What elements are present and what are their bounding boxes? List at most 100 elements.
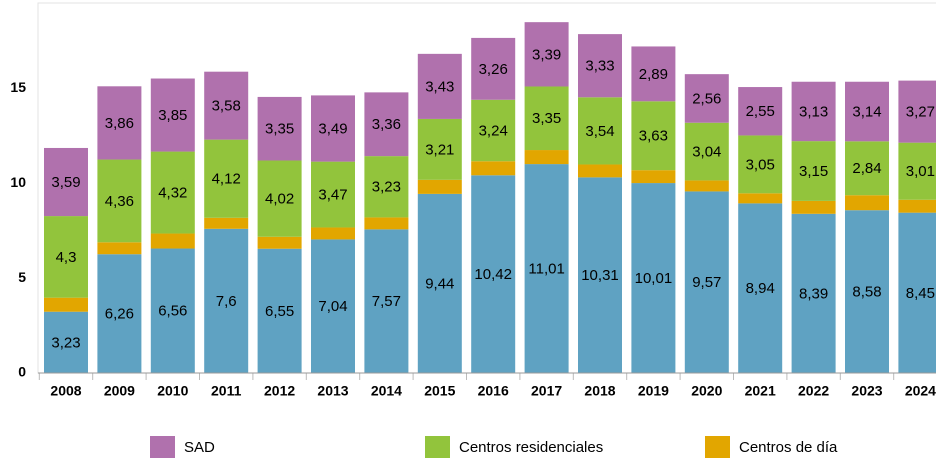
bar-segment bbox=[471, 99, 516, 162]
bar-segment bbox=[791, 81, 836, 142]
legend-label: SAD bbox=[184, 439, 215, 456]
bar-segment bbox=[471, 161, 516, 176]
data-label: 3,21 bbox=[425, 141, 454, 158]
data-label: 3,85 bbox=[158, 107, 187, 124]
x-tick-label: 2018 bbox=[584, 383, 615, 399]
bar-segment bbox=[204, 139, 249, 218]
bar-segment bbox=[311, 227, 355, 240]
bar-segment bbox=[631, 170, 676, 184]
x-tick-label: 2013 bbox=[317, 383, 348, 399]
data-label: 3,15 bbox=[799, 163, 828, 180]
bar-segment bbox=[791, 141, 836, 201]
data-label: 3,35 bbox=[532, 110, 561, 127]
data-label: 9,57 bbox=[692, 274, 721, 291]
bar-segment bbox=[845, 195, 889, 211]
data-label: 8,39 bbox=[799, 285, 828, 302]
x-tick-label: 2014 bbox=[371, 383, 402, 399]
data-label: 10,01 bbox=[635, 270, 673, 287]
bar-segment bbox=[364, 217, 409, 230]
data-label: 6,56 bbox=[158, 303, 187, 320]
data-label: 3,86 bbox=[105, 115, 134, 132]
bar-segment bbox=[97, 159, 142, 243]
bar-segment bbox=[364, 156, 409, 218]
x-tick-label: 2010 bbox=[157, 383, 188, 399]
data-label: 3,13 bbox=[799, 103, 828, 120]
bar-segment bbox=[845, 141, 889, 196]
data-label: 7,57 bbox=[372, 293, 401, 310]
x-tick-label: 2022 bbox=[798, 383, 829, 399]
x-tick-label: 2017 bbox=[531, 383, 562, 399]
data-label: 3,35 bbox=[265, 121, 294, 138]
data-label: 3,39 bbox=[532, 46, 561, 63]
data-label: 4,36 bbox=[105, 193, 134, 210]
bar-segment bbox=[791, 213, 836, 373]
bar-segment bbox=[898, 142, 936, 200]
data-label: 2,89 bbox=[639, 66, 668, 83]
bar-segment bbox=[738, 135, 783, 194]
data-label: 2,84 bbox=[852, 160, 881, 177]
x-tick-label: 2015 bbox=[424, 383, 455, 399]
data-label: 6,55 bbox=[265, 303, 294, 320]
legend-swatch bbox=[425, 436, 450, 458]
data-label: 7,04 bbox=[318, 298, 347, 315]
bar-segment bbox=[524, 86, 569, 151]
data-label: 3,49 bbox=[318, 120, 347, 137]
data-label: 3,36 bbox=[372, 116, 401, 133]
bar-segment bbox=[791, 200, 836, 214]
data-label: 3,54 bbox=[585, 123, 614, 140]
bar-segment bbox=[417, 179, 462, 194]
bar-segment bbox=[684, 74, 729, 123]
data-label: 3,26 bbox=[479, 61, 508, 78]
bar-segment bbox=[684, 122, 729, 181]
legend-label: Centros de día bbox=[739, 439, 838, 456]
data-label: 10,31 bbox=[581, 267, 619, 284]
data-label: 8,45 bbox=[906, 285, 935, 302]
data-label: 3,05 bbox=[746, 156, 775, 173]
bar-segment bbox=[524, 164, 569, 373]
bar-segment bbox=[97, 86, 142, 160]
y-tick-label: 15 bbox=[10, 79, 26, 95]
x-tick-label: 2012 bbox=[264, 383, 295, 399]
y-tick-label: 5 bbox=[18, 269, 26, 285]
bar-segment bbox=[204, 217, 249, 229]
data-label: 2,55 bbox=[746, 103, 775, 120]
bar-segment bbox=[524, 150, 569, 165]
bar-segment bbox=[150, 78, 195, 152]
bar-segment bbox=[684, 180, 729, 192]
bar-segment bbox=[738, 203, 783, 373]
bar-segment bbox=[631, 183, 676, 373]
bar-segment bbox=[44, 297, 88, 312]
bar-segment bbox=[578, 97, 622, 165]
data-label: 4,3 bbox=[56, 249, 77, 266]
data-label: 2,56 bbox=[692, 90, 721, 107]
bar-segment bbox=[845, 210, 889, 373]
data-label: 3,27 bbox=[906, 104, 935, 121]
x-tick-label: 2009 bbox=[104, 383, 135, 399]
bar-segment bbox=[311, 95, 355, 162]
y-tick-label: 0 bbox=[18, 364, 26, 380]
bar-segment bbox=[44, 216, 88, 298]
bar-segment bbox=[631, 46, 676, 102]
data-label: 3,23 bbox=[372, 179, 401, 196]
bar-segment bbox=[898, 199, 936, 213]
x-tick-label: 2021 bbox=[745, 383, 776, 399]
bar-segment bbox=[845, 81, 889, 142]
bar-segment bbox=[204, 71, 249, 140]
bar-segment bbox=[471, 37, 516, 100]
bar-segment bbox=[417, 193, 462, 373]
data-label: 3,04 bbox=[692, 144, 721, 161]
data-label: 8,94 bbox=[746, 280, 775, 297]
data-label: 3,24 bbox=[479, 122, 508, 139]
data-label: 3,63 bbox=[639, 128, 668, 145]
data-label: 3,01 bbox=[906, 163, 935, 180]
data-label: 7,6 bbox=[216, 293, 237, 310]
data-label: 6,26 bbox=[105, 306, 134, 323]
data-label: 3,58 bbox=[212, 98, 241, 115]
x-tick-label: 2011 bbox=[211, 383, 242, 399]
bar-segment bbox=[578, 164, 622, 178]
bar-segment bbox=[257, 248, 302, 373]
data-label: 3,47 bbox=[318, 187, 347, 204]
bar-segment bbox=[257, 96, 302, 161]
bar-segment bbox=[738, 193, 783, 204]
